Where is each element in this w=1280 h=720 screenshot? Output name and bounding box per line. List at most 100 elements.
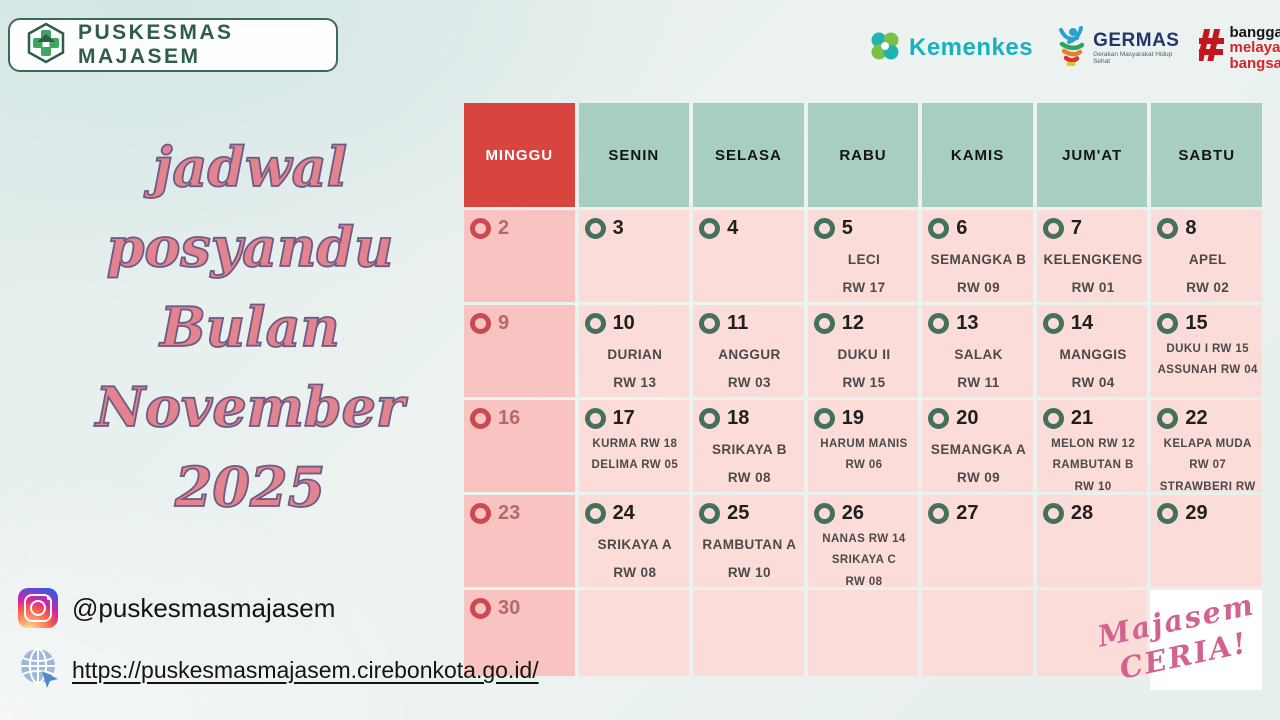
weekday-header-sabtu: SABTU bbox=[1151, 103, 1262, 207]
date-number: 9 bbox=[498, 312, 510, 334]
calendar-cell-empty bbox=[693, 590, 804, 676]
posyandu-location: SEMANGKA A RW 09 bbox=[928, 436, 1029, 491]
posyandu-location-line: KELENGKENG bbox=[1043, 252, 1143, 267]
posyandu-location-line: RW 03 bbox=[727, 374, 771, 390]
date-ring-icon bbox=[584, 503, 606, 524]
date-number: 5 bbox=[841, 217, 853, 239]
calendar-cell-14: 14 MANGGIS RW 04 bbox=[1036, 305, 1148, 397]
germas-subtitle: Gerakan Masyarakat Hidup Sehat bbox=[1093, 51, 1173, 65]
bangga-line-3: bangsa bbox=[1229, 54, 1280, 72]
date-number: 21 bbox=[1070, 407, 1094, 429]
bangga-melayani-bangsa-logo: bangga melayani bangsa bbox=[1197, 25, 1280, 72]
kemenkes-logo: Kemenkes bbox=[868, 29, 1033, 68]
website-link[interactable]: https://puskesmasmajasem.cirebonkota.go.… bbox=[72, 657, 539, 683]
posyandu-location-line: RW 07 bbox=[1189, 459, 1227, 472]
date-ring-icon bbox=[1042, 408, 1064, 429]
date-number: 24 bbox=[612, 502, 635, 524]
date-number: 12 bbox=[841, 312, 864, 334]
instagram-handle: @puskesmasmajasem bbox=[72, 592, 336, 623]
posyandu-location-line: KURMA RW 18 bbox=[592, 438, 678, 450]
posyandu-location: APEL RW 02 bbox=[1157, 246, 1258, 301]
calendar-cell-25: 25 RAMBUTAN A RW 10 bbox=[693, 495, 804, 587]
date-ring-icon bbox=[699, 218, 721, 239]
date-ring-icon bbox=[584, 313, 606, 334]
posyandu-location-line: RW 08 bbox=[727, 469, 771, 485]
posyandu-location-line: RAMBUTAN A bbox=[702, 537, 797, 552]
calendar-cell-20: 20 SEMANGKA A RW 09 bbox=[922, 400, 1033, 492]
calendar-cell-16: 16 bbox=[464, 400, 575, 492]
posyandu-location-line: APEL bbox=[1188, 252, 1227, 267]
posyandu-location-line: RW 13 bbox=[613, 374, 657, 390]
date-number: 28 bbox=[1070, 502, 1094, 524]
instagram-icon bbox=[18, 588, 58, 628]
calendar-cell-3: 3 bbox=[578, 210, 690, 302]
germas-icon bbox=[1053, 25, 1089, 71]
calendar-cell-15: 15 DUKU I RW 15 ASSUNAH RW 04 bbox=[1151, 305, 1262, 397]
germas-logo: GERMAS Gerakan Masyarakat Hidup Sehat bbox=[1053, 25, 1179, 71]
calendar-cell-6: 6 SEMANGKA B RW 09 bbox=[922, 210, 1033, 302]
posyandu-location: MELON RW 12 RAMBUTAN B RW 10 bbox=[1043, 434, 1144, 492]
calendar-cell-19: 19 HARUM MANIS RW 06 bbox=[807, 400, 919, 492]
posyandu-location: DURIAN RW 13 bbox=[585, 341, 686, 396]
date-ring-icon bbox=[1157, 313, 1179, 334]
title-line-1: jadwal bbox=[152, 134, 348, 200]
date-number: 23 bbox=[498, 502, 521, 524]
calendar: MINGGU SENIN SELASA RABU KAMIS JUM'AT SABTU 2 3 4… bbox=[464, 103, 1262, 676]
calendar-cell-26: 26 NANAS RW 14 SRIKAYA C RW 08 bbox=[807, 495, 919, 587]
posyandu-location-line: DUKU II bbox=[837, 347, 891, 362]
calendar-cell-4: 4 bbox=[693, 210, 804, 302]
posyandu-location-line: MANGGIS bbox=[1059, 347, 1127, 362]
calendar-cell-2: 2 bbox=[464, 210, 575, 302]
posyandu-location-line: DURIAN bbox=[607, 347, 663, 362]
posyandu-location: KELENGKENG RW 01 bbox=[1043, 246, 1144, 301]
date-ring-icon bbox=[584, 408, 606, 429]
posyandu-location-line: RW 11 bbox=[957, 374, 1000, 390]
date-number: 17 bbox=[612, 407, 635, 429]
posyandu-location-line: RW 08 bbox=[613, 564, 657, 580]
calendar-cell-empty bbox=[922, 590, 1033, 676]
date-ring-icon bbox=[470, 218, 491, 239]
date-ring-icon bbox=[470, 598, 491, 619]
clinic-name: PUSKESMAS MAJASEM bbox=[78, 21, 234, 68]
partner-logos: Kemenkes GERMAS Gerakan Masyarakat Hidup… bbox=[868, 20, 1280, 76]
calendar-cell-18: 18 SRIKAYA B RW 08 bbox=[693, 400, 804, 492]
date-number: 26 bbox=[841, 502, 864, 524]
clinic-badge: PUSKESMAS MAJASEM bbox=[8, 18, 338, 72]
weekday-header-jumat: JUM'AT bbox=[1036, 103, 1148, 207]
weekday-header-kamis: KAMIS bbox=[922, 103, 1033, 207]
posyandu-location-line: RW 10 bbox=[1074, 480, 1112, 492]
calendar-cell-empty bbox=[578, 590, 690, 676]
posyandu-location: NANAS RW 14 SRIKAYA C RW 08 bbox=[814, 529, 915, 587]
date-number: 18 bbox=[727, 407, 750, 429]
title-line-2: posyandu bbox=[106, 214, 395, 280]
date-number: 14 bbox=[1070, 312, 1094, 334]
posyandu-location-line: RW 01 bbox=[1071, 279, 1115, 295]
date-ring-icon bbox=[1157, 503, 1179, 524]
posyandu-location-line: SEMANGKA B bbox=[930, 252, 1027, 267]
puskesmas-logo-icon bbox=[26, 22, 66, 69]
posyandu-location-line: HARUM MANIS bbox=[820, 438, 908, 450]
date-number: 10 bbox=[612, 312, 635, 334]
date-number: 16 bbox=[498, 407, 521, 429]
weekday-header-selasa: SELASA bbox=[693, 103, 804, 207]
calendar-cell-21: 21 MELON RW 12 RAMBUTAN B RW 10 bbox=[1036, 400, 1148, 492]
posyandu-location: DUKU I RW 15 ASSUNAH RW 04 bbox=[1157, 339, 1258, 382]
posyandu-location-line: LECI bbox=[847, 252, 881, 267]
posyandu-location-line: SRIKAYA A bbox=[597, 537, 673, 552]
date-ring-icon bbox=[928, 503, 950, 524]
posyandu-location-line: RAMBUTAN B bbox=[1052, 459, 1134, 472]
date-number: 8 bbox=[1185, 217, 1197, 239]
date-ring-icon bbox=[813, 408, 835, 429]
posyandu-location-line: RW 08 bbox=[845, 575, 883, 587]
date-ring-icon bbox=[813, 218, 835, 239]
date-ring-icon bbox=[1157, 408, 1179, 429]
date-number: 22 bbox=[1185, 407, 1208, 429]
posyandu-location: HARUM MANIS RW 06 bbox=[814, 434, 915, 477]
poster-title: jadwal posyandu Bulan November 2025 bbox=[35, 128, 465, 528]
calendar-cell-22: 22 KELAPA MUDA RW 07 STRAWBERI RW 16 bbox=[1151, 400, 1262, 492]
date-number: 13 bbox=[956, 312, 979, 334]
posyandu-location-line: RW 09 bbox=[957, 469, 1001, 485]
date-ring-icon bbox=[813, 313, 835, 334]
globe-icon bbox=[16, 645, 62, 696]
posyandu-location-line: SALAK bbox=[954, 347, 1003, 362]
